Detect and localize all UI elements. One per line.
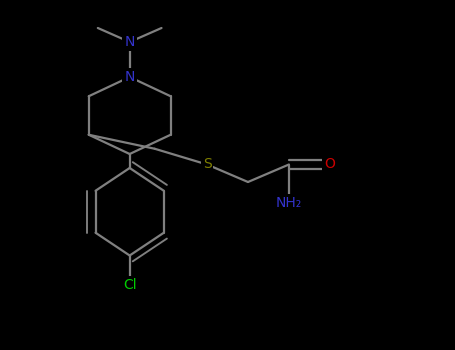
Text: N: N: [125, 70, 135, 84]
Text: S: S: [202, 158, 212, 172]
Text: O: O: [324, 158, 335, 172]
Text: NH₂: NH₂: [276, 196, 302, 210]
Text: N: N: [125, 35, 135, 49]
Text: Cl: Cl: [123, 278, 136, 292]
